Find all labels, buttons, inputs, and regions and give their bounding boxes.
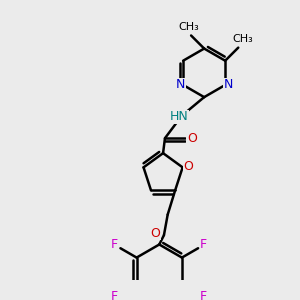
Text: N: N (223, 79, 233, 92)
Text: F: F (111, 238, 118, 251)
Text: N: N (176, 79, 185, 92)
Text: F: F (200, 290, 207, 300)
Text: O: O (183, 160, 193, 173)
Text: O: O (151, 227, 160, 240)
Text: F: F (200, 238, 207, 251)
Text: CH₃: CH₃ (232, 34, 253, 44)
Text: CH₃: CH₃ (179, 22, 200, 32)
Text: O: O (187, 132, 197, 145)
Text: HN: HN (169, 110, 188, 123)
Text: F: F (111, 290, 118, 300)
